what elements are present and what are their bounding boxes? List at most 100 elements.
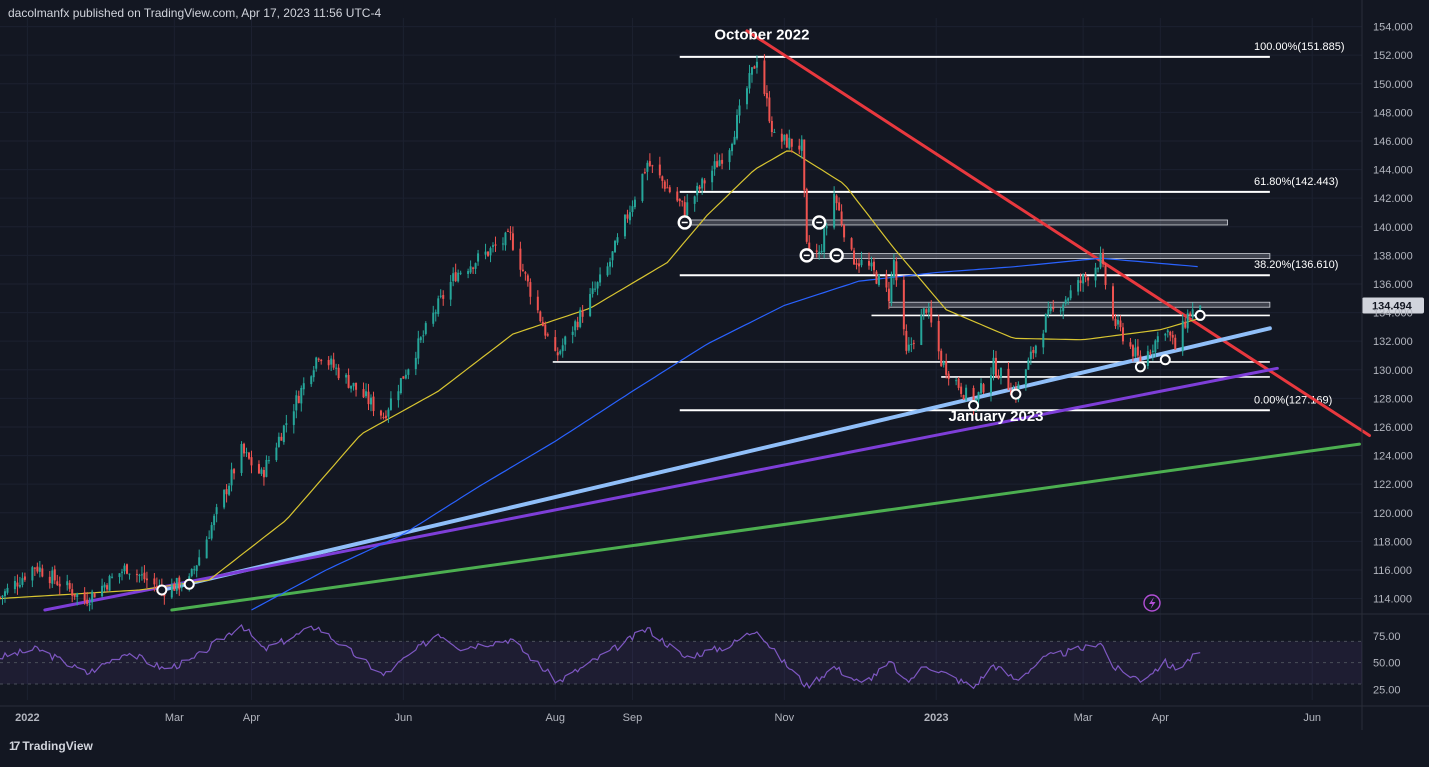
candle-body (332, 359, 335, 368)
candle-body (501, 243, 504, 245)
candle-body (417, 338, 420, 359)
candle-body (750, 67, 753, 75)
x-tick-label: Jun (1303, 712, 1321, 724)
candle-body (1146, 351, 1149, 367)
candle-body (529, 282, 532, 297)
lightning-icon[interactable] (1143, 594, 1161, 612)
y-tick-label: 130.000 (1373, 365, 1413, 377)
trend-line-uptrend-light (159, 326, 1272, 592)
candle-body (997, 375, 1000, 379)
y-tick-label: 136.000 (1373, 279, 1413, 291)
candle-body (327, 359, 330, 366)
candle-body (509, 231, 512, 233)
candle-body (180, 586, 183, 589)
candle-body (143, 572, 146, 580)
candle-body (1119, 320, 1122, 328)
candle-body (977, 392, 980, 401)
y-tick-label: 144.000 (1373, 165, 1413, 177)
candle-body (404, 374, 407, 379)
candle-body (1199, 305, 1202, 311)
axes: 154.000 152.000 150.000 148.000 146.000 144.0… (0, 0, 1429, 730)
y-tick-label: 154.000 (1373, 22, 1413, 34)
candle-body (467, 271, 470, 274)
candle-body (686, 202, 689, 216)
candle-body (1, 595, 4, 598)
candle-body (382, 417, 385, 419)
candle-body (892, 259, 895, 277)
candle-body (805, 188, 808, 242)
candle-body (999, 367, 1002, 378)
candle-body (594, 288, 597, 290)
candle-body (925, 309, 928, 313)
y-tick-label: 114.000 (1373, 594, 1412, 606)
candle-body (1114, 318, 1117, 327)
candle-body (257, 464, 260, 474)
candle-body (121, 571, 124, 573)
candle-body (890, 275, 893, 303)
fib-label: 61.80%(142.443) (1254, 176, 1338, 188)
candle-body (825, 226, 828, 229)
touch-marker (1159, 354, 1171, 366)
candle-body (716, 161, 719, 168)
candle-body (1184, 321, 1187, 328)
candle-body (23, 576, 26, 580)
candle-body (1077, 280, 1080, 292)
candle-body (88, 603, 91, 606)
candle-body (135, 574, 138, 576)
candle-body (564, 336, 567, 345)
candle-body (838, 202, 841, 211)
candle-body (581, 310, 584, 317)
candle-body (798, 145, 801, 150)
candle-body (920, 315, 923, 345)
touch-marker (183, 578, 195, 590)
candle-body (574, 321, 577, 331)
candle-body (980, 383, 983, 394)
candle-body (711, 170, 714, 183)
candle-body (840, 211, 843, 225)
candle-body (663, 181, 666, 189)
candle-body (48, 576, 51, 584)
candle-body (910, 344, 913, 346)
candle-body (606, 266, 609, 276)
y-tick-label: 120.000 (1373, 508, 1413, 520)
candle-body (835, 195, 838, 204)
candle-body (198, 557, 201, 566)
candle-body (736, 115, 739, 139)
candle-body (103, 584, 106, 588)
candle-body (1121, 327, 1124, 342)
candle-body (492, 245, 495, 247)
last-price-label: 134.494 (1372, 301, 1413, 313)
trend-line-uptrend-purple (43, 366, 1279, 612)
candle-body (957, 378, 960, 388)
candle-body (302, 383, 305, 390)
candle-body (1129, 342, 1132, 347)
candle-body (140, 574, 143, 576)
x-tick-label: Mar (165, 712, 184, 724)
x-tick-label: Nov (775, 712, 795, 724)
candle-body (633, 199, 636, 208)
candle-body (1174, 337, 1177, 350)
candle-body (101, 585, 104, 597)
y-tick-label: 140.000 (1373, 222, 1413, 234)
candle-body (1047, 309, 1050, 315)
candle-body (487, 251, 490, 256)
candle-body (556, 352, 559, 356)
grid (0, 18, 1362, 700)
candle-body (243, 443, 246, 454)
candle-body (83, 592, 86, 601)
candle-body (320, 359, 323, 362)
candle-body (86, 599, 89, 604)
sma-200-line (251, 257, 1198, 611)
candle-body (1112, 286, 1115, 319)
candle-body (693, 196, 696, 204)
tradingview-logo[interactable]: 17 TradingView (9, 739, 93, 753)
candle-body (437, 298, 440, 314)
candle-body (1169, 331, 1172, 336)
touch-marker (1194, 309, 1206, 321)
tradingview-logo-icon: 17 (9, 739, 20, 753)
trend-line-downtrend (745, 29, 1371, 438)
fib-label: 38.20%(136.610) (1254, 259, 1338, 271)
candle-body (853, 250, 856, 265)
candle-body (661, 176, 664, 181)
